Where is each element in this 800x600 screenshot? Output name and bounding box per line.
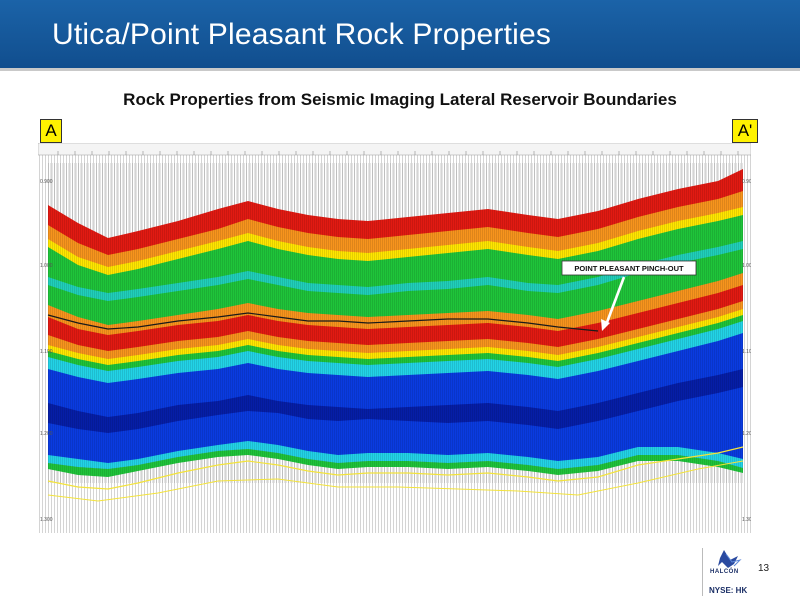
halcon-logo — [718, 550, 742, 568]
depth-label: 1.200 — [742, 431, 751, 437]
depth-label: 1.000 — [742, 263, 751, 269]
falcon-icon — [718, 550, 738, 568]
depth-label: 1.300 — [742, 517, 751, 523]
figure-subtitle: Rock Properties from Seismic Imaging Lat… — [123, 90, 677, 109]
depth-label: 1.100 — [40, 349, 53, 355]
ticker-label: NYSE: HK — [709, 586, 748, 595]
page-number: 13 — [758, 563, 770, 574]
depth-label: 1.000 — [40, 263, 53, 269]
title-bar: Utica/Point Pleasant Rock Properties — [0, 0, 800, 68]
base-yellow-line — [47, 446, 744, 490]
title-divider — [0, 68, 800, 71]
section-label-end: A' — [732, 119, 758, 143]
slide-title: Utica/Point Pleasant Rock Properties — [52, 18, 552, 51]
depth-label: 0.900 — [40, 179, 53, 185]
horizon-line — [47, 312, 599, 332]
texture-overlay — [48, 163, 743, 483]
header-strip — [38, 143, 751, 156]
depth-label: 0.900 — [742, 179, 751, 185]
annotation-arrow — [604, 276, 626, 326]
annotation-box — [561, 260, 697, 276]
depth-label: 1.200 — [40, 431, 53, 437]
logo-name: HALCÓN — [710, 569, 739, 575]
section-label-start: A — [40, 119, 62, 143]
depth-label: 1.300 — [40, 517, 53, 523]
footer-divider — [702, 548, 703, 596]
depth-label: 1.100 — [742, 349, 751, 355]
seismic-section: 0.900 1.000 1.100 1.200 1.300 0.900 1.00… — [38, 143, 751, 533]
base-yellow-line-2 — [47, 460, 744, 502]
annotation-arrowhead — [601, 319, 610, 331]
annotation-label: POINT PLEASANT PINCH-OUT — [574, 264, 684, 273]
